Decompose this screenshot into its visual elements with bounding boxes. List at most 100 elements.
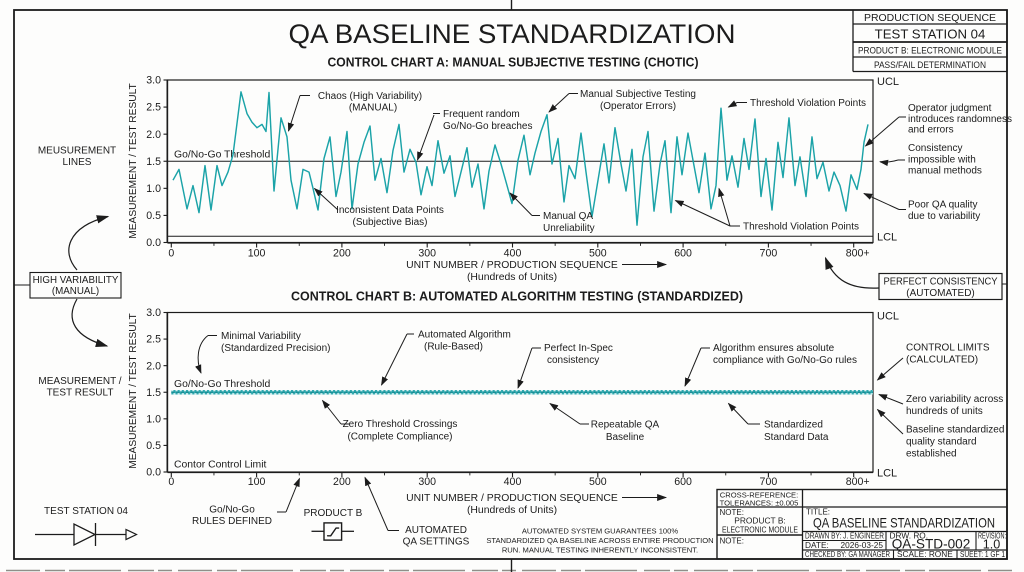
svg-text:300: 300: [418, 248, 436, 260]
svg-text:0.5: 0.5: [146, 440, 161, 452]
svg-text:Contor Control Limit: Contor Control Limit: [174, 460, 267, 471]
svg-text:Chaos (High Variability): Chaos (High Variability): [318, 91, 422, 102]
svg-text:700: 700: [760, 248, 778, 260]
svg-text:100: 100: [248, 476, 266, 488]
svg-text:Manual QA: Manual QA: [543, 211, 593, 222]
svg-text:AUTOMATED: AUTOMATED: [405, 525, 467, 536]
svg-text:Baseline standardized: Baseline standardized: [906, 425, 1004, 436]
svg-text:SCALE: RONE: SCALE: RONE: [897, 549, 953, 559]
svg-text:AUTOMATED SYSTEM GUARANTEES 10: AUTOMATED SYSTEM GUARANTEES 100%: [522, 527, 679, 536]
svg-text:(Hundreds of Units): (Hundreds of Units): [467, 505, 557, 516]
svg-text:Minimal Variability: Minimal Variability: [221, 331, 301, 342]
svg-text:PRODUCT B: ELECTRONIC MODULE: PRODUCT B: ELECTRONIC MODULE: [858, 46, 1002, 56]
svg-text:manual methods: manual methods: [908, 166, 982, 177]
svg-text:ELECTRONIC MODULE: ELECTRONIC MODULE: [722, 525, 798, 535]
svg-text:PRODUCTION SEQUENCE: PRODUCTION SEQUENCE: [864, 13, 996, 24]
svg-text:STANDARDIZED QA BASELINE ACROS: STANDARDIZED QA BASELINE ACROSS ENTIRE P…: [486, 536, 713, 545]
svg-text:(Operator Errors): (Operator Errors): [600, 101, 676, 112]
svg-text:200: 200: [333, 248, 351, 260]
svg-text:SUEET: 1 GF 1: SUEET: 1 GF 1: [960, 549, 1005, 559]
svg-text:UNIT NUMBER / PRODUCTION SEQUE: UNIT NUMBER / PRODUCTION SEQUENCE: [406, 493, 618, 504]
svg-text:RUN. MANUAL TESTING INHERENTLY: RUN. MANUAL TESTING INHERENTLY INCONSIST…: [502, 546, 698, 555]
svg-text:NOTE:: NOTE:: [720, 508, 744, 517]
svg-text:500: 500: [589, 476, 607, 488]
svg-text:UCL: UCL: [877, 311, 899, 323]
svg-text:1.0: 1.0: [146, 413, 161, 425]
svg-text:DRAWN BY: J. ENGINEER: DRAWN BY: J. ENGINEER: [805, 531, 884, 541]
svg-text:CONTROL CHART A: MANUAL SUBJEC: CONTROL CHART A: MANUAL SUBJECTIVE TESTI…: [328, 56, 699, 70]
svg-text:(MANUAL): (MANUAL): [52, 286, 99, 297]
svg-text:TOLERANCES: ±0.005: TOLERANCES: ±0.005: [720, 499, 799, 508]
svg-text:Standard Data: Standard Data: [764, 432, 829, 443]
svg-text:Threshold Violation Points: Threshold Violation Points: [750, 98, 866, 109]
svg-text:0.0: 0.0: [146, 237, 161, 249]
svg-text:TITLE:: TITLE:: [806, 508, 830, 517]
svg-text:100: 100: [248, 248, 266, 260]
svg-text:3.0: 3.0: [146, 75, 161, 87]
svg-text:due to variability: due to variability: [908, 211, 980, 222]
svg-text:MEUSUREMENT: MEUSUREMENT: [38, 146, 116, 157]
svg-text:established: established: [906, 449, 957, 460]
svg-text:quality standard: quality standard: [906, 437, 977, 448]
svg-text:LCL: LCL: [877, 468, 897, 480]
svg-text:1.0: 1.0: [146, 183, 161, 195]
svg-text:LCL: LCL: [877, 232, 897, 244]
svg-text:0.5: 0.5: [146, 210, 161, 222]
svg-text:CONTROL CHART B: AUTOMATED ALG: CONTROL CHART B: AUTOMATED ALGORITHM TES…: [291, 290, 743, 304]
svg-text:1.5: 1.5: [146, 387, 161, 399]
svg-text:600: 600: [674, 476, 692, 488]
svg-text:0.0: 0.0: [146, 467, 161, 479]
svg-text:UCL: UCL: [877, 76, 899, 88]
svg-text:DRW. RO.: DRW. RO.: [890, 531, 929, 541]
svg-text:QA-STD-002: QA-STD-002: [892, 537, 971, 552]
svg-text:(Rule-Based): (Rule-Based): [424, 342, 483, 353]
svg-text:compliance with Go/No-Go rules: compliance with Go/No-Go rules: [713, 355, 857, 366]
svg-text:LINES: LINES: [63, 157, 92, 168]
svg-text:HIGH VARIABILITY: HIGH VARIABILITY: [33, 275, 119, 286]
svg-text:400: 400: [504, 248, 522, 260]
svg-text:QA BASELINE STANDARDIZATION: QA BASELINE STANDARDIZATION: [813, 516, 995, 531]
svg-text:(Subjective Bias): (Subjective Bias): [352, 217, 427, 228]
svg-text:NOTE:: NOTE:: [720, 537, 744, 546]
svg-text:0: 0: [168, 476, 174, 488]
svg-text:CONTROL LIMITS: CONTROL LIMITS: [906, 343, 990, 354]
svg-text:DATE:: DATE:: [805, 540, 829, 550]
svg-text:Poor QA quality: Poor QA quality: [908, 200, 977, 211]
svg-text:3.0: 3.0: [146, 307, 161, 319]
svg-text:PRODUCT B:: PRODUCT B:: [734, 516, 786, 526]
svg-text:Threshold Violation Points: Threshold Violation Points: [743, 222, 859, 233]
svg-text:impossible with: impossible with: [908, 155, 976, 166]
svg-text:(Complete Compliance): (Complete Compliance): [347, 432, 452, 443]
svg-text:PRODUCT B: PRODUCT B: [304, 508, 363, 519]
svg-text:Perfect In-Spec: Perfect In-Spec: [544, 343, 613, 354]
svg-text:MEASUREMENT /: MEASUREMENT /: [38, 376, 121, 387]
svg-text:2.5: 2.5: [146, 102, 161, 114]
svg-text:Manual Subjective Testing: Manual Subjective Testing: [580, 89, 696, 100]
svg-text:Frequent random: Frequent random: [443, 109, 520, 120]
svg-text:0: 0: [168, 248, 174, 260]
svg-text:800+: 800+: [846, 248, 870, 260]
svg-text:200: 200: [333, 476, 351, 488]
svg-text:PERFECT CONSISTENCY: PERFECT CONSISTENCY: [884, 277, 998, 288]
svg-text:introduces randomness: introduces randomness: [908, 114, 1012, 125]
svg-text:700: 700: [760, 476, 778, 488]
svg-text:Unreliability: Unreliability: [543, 223, 595, 234]
svg-text:QA SETTINGS: QA SETTINGS: [403, 537, 470, 548]
svg-text:(MANUAL): (MANUAL): [349, 103, 397, 114]
svg-text:(CALCULATED): (CALCULATED): [906, 355, 978, 366]
svg-text:TEST STATION 04: TEST STATION 04: [875, 27, 986, 42]
svg-text:1.5: 1.5: [146, 156, 161, 168]
svg-text:400: 400: [504, 476, 522, 488]
svg-text:MEASUREMENT / TEST RESULT: MEASUREMENT / TEST RESULT: [128, 313, 139, 468]
svg-text:600: 600: [674, 248, 692, 260]
svg-text:MEASUREMENT / TEST RESULT: MEASUREMENT / TEST RESULT: [128, 83, 139, 238]
svg-text:QA BASELINE STANDARDIZATION: QA BASELINE STANDARDIZATION: [289, 19, 736, 49]
svg-text:(Hundreds of Units): (Hundreds of Units): [467, 272, 557, 283]
svg-text:consistency: consistency: [547, 355, 599, 366]
svg-text:2.5: 2.5: [146, 334, 161, 346]
svg-text:Inconsistent Data Points: Inconsistent Data Points: [336, 205, 444, 216]
svg-text:1.0: 1.0: [983, 538, 1001, 552]
svg-text:Zero Threshold Crossings: Zero Threshold Crossings: [343, 419, 458, 430]
svg-text:Automated Algorithm: Automated Algorithm: [418, 330, 511, 341]
svg-text:Zero variability across: Zero variability across: [906, 394, 1003, 405]
